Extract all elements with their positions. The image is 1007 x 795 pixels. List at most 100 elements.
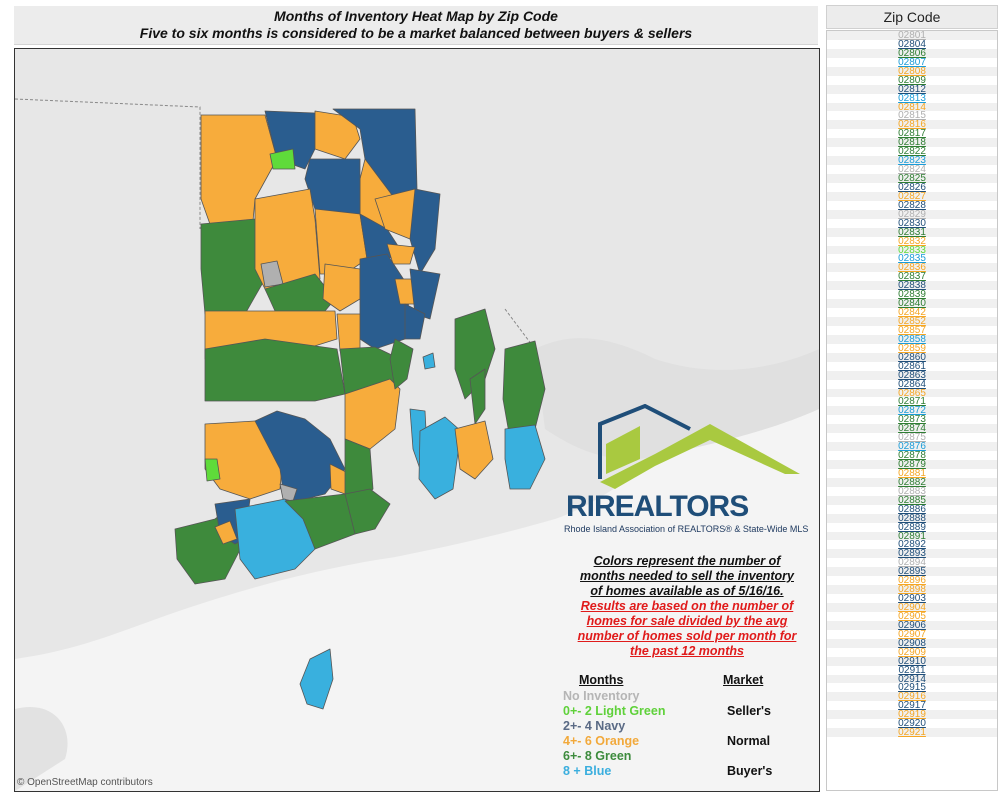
zip-code-link[interactable]: 02857	[898, 325, 926, 335]
zip-regions	[174, 108, 546, 710]
zip-code-link[interactable]: 02892	[898, 540, 926, 550]
zip-heat-map[interactable]: RIREALTORS Rhode Island Association of R…	[14, 48, 820, 792]
zip-code-link[interactable]: 02832	[898, 236, 926, 246]
legend-row-orange: 4+- 6 Orange	[563, 734, 640, 748]
map-explanation-note: Colors represent the number of months ne…	[561, 554, 813, 659]
zip-code-link[interactable]: 02815	[898, 111, 926, 121]
zip-code-link[interactable]: 02806	[827, 48, 997, 58]
zip-code-link[interactable]: 02858	[827, 334, 997, 344]
zip-code-link[interactable]: 02896	[898, 576, 926, 586]
zip-code-link[interactable]: 02817	[898, 129, 926, 139]
zip-code-link[interactable]: 02903	[898, 594, 926, 603]
zip-code-link[interactable]: 02874	[827, 424, 997, 434]
legend-market-sellers: Seller's	[727, 704, 771, 718]
zip-code-link[interactable]: 02919	[827, 710, 997, 720]
brand-tagline: Rhode Island Association of REALTORS® & …	[564, 524, 809, 534]
zip-code-link[interactable]: 02840	[827, 299, 997, 309]
zip-code-link[interactable]: 02886	[898, 504, 926, 514]
zip-code-link[interactable]: 02827	[827, 191, 997, 201]
legend-market-buyers: Buyer's	[727, 764, 773, 778]
zip-code-link[interactable]: 02882	[827, 477, 997, 487]
zip-code-link[interactable]: 02888	[827, 513, 997, 523]
legend-row-no-inventory: No Inventory	[563, 689, 640, 703]
zip-code-link[interactable]: 02842	[898, 308, 926, 317]
zip-code-link[interactable]: 02836	[827, 263, 997, 273]
zip-code-link[interactable]: 02860	[827, 352, 997, 362]
zip-code-link[interactable]: 02808	[827, 66, 997, 76]
zip-code-link[interactable]: 02814	[827, 102, 997, 112]
zip-code-link[interactable]: 02920	[898, 719, 926, 729]
zip-code-link[interactable]: 02839	[898, 290, 926, 300]
zip-code-link[interactable]: 02873	[898, 415, 926, 425]
zip-code-link[interactable]: 02830	[898, 218, 926, 228]
zip-code-link[interactable]: 02883	[898, 486, 926, 496]
zip-code-link[interactable]: 02885	[827, 495, 997, 505]
zip-code-link[interactable]: 02807	[898, 57, 926, 67]
zip-code-link[interactable]: 02879	[827, 460, 997, 469]
zip-code-link[interactable]: 02864	[898, 379, 926, 389]
zip-code-link[interactable]: 02889	[898, 522, 926, 532]
zip-code-link[interactable]: 02898	[827, 585, 997, 595]
zip-code-link[interactable]: 02826	[898, 182, 926, 192]
legend-market-normal: Normal	[727, 734, 771, 748]
zip-code-link[interactable]: 02824	[898, 165, 926, 174]
zip-code-link[interactable]: 02835	[898, 254, 926, 264]
zip-code-link[interactable]: 02893	[827, 549, 997, 559]
zip-code-link[interactable]: 02894	[898, 558, 926, 568]
zip-code-link[interactable]: 02895	[827, 567, 997, 577]
zip-code-link[interactable]: 02852	[827, 317, 997, 326]
zip-code-link[interactable]: 02875	[898, 433, 926, 443]
zip-code-link[interactable]: 02878	[898, 451, 926, 460]
zip-code-link[interactable]: 02813	[898, 93, 926, 103]
zip-code-link[interactable]: 02906	[827, 620, 997, 630]
zip-code-link[interactable]: 02871	[898, 397, 926, 407]
zip-code-link[interactable]: 02825	[827, 174, 997, 183]
zip-code-link[interactable]: 02859	[898, 343, 926, 353]
zip-code-link[interactable]: 02911	[898, 665, 926, 675]
zip-code-link[interactable]: 02915	[898, 683, 926, 693]
zip-code-link[interactable]: 02872	[827, 406, 997, 416]
zip-code-link[interactable]: 02921	[827, 728, 997, 738]
zip-code-link[interactable]: 02914	[827, 674, 997, 684]
zip-code-link[interactable]: 02828	[898, 200, 926, 210]
zip-code-link[interactable]: 02809	[898, 75, 926, 85]
map-canvas	[15, 49, 819, 791]
zip-code-link[interactable]: 02837	[898, 272, 926, 282]
zip-code-link[interactable]: 02891	[827, 531, 997, 541]
note-line-3: of homes available as of 5/16/16.	[590, 584, 784, 598]
zip-code-link[interactable]: 02865	[827, 388, 997, 398]
brand-wordmark: RIREALTORS	[566, 490, 749, 523]
zip-code-link[interactable]: 02822	[898, 147, 926, 157]
zip-code-link[interactable]: 02812	[827, 84, 997, 94]
note-red-line-1: Results are based on the number of	[580, 599, 794, 613]
zip-code-link[interactable]: 02801	[827, 31, 997, 40]
zip-code-link[interactable]: 02833	[827, 245, 997, 255]
zip-code-link[interactable]: 02910	[827, 656, 997, 666]
zip-code-link[interactable]: 02863	[827, 370, 997, 380]
zip-code-link[interactable]: 02905	[898, 611, 926, 621]
zip-panel-title: Zip Code	[826, 5, 998, 29]
zip-code-link[interactable]: 02908	[827, 638, 997, 648]
zip-code-link[interactable]: 02907	[898, 629, 926, 639]
zip-code-link[interactable]: 02838	[827, 281, 997, 291]
note-line-1: Colors represent the number of	[593, 554, 781, 568]
zip-code-link[interactable]: 02816	[827, 120, 997, 130]
zip-code-link[interactable]: 02829	[827, 209, 997, 219]
zip-code-link[interactable]: 02909	[898, 647, 926, 657]
zip-code-link[interactable]: 02831	[827, 227, 997, 237]
zip-code-link[interactable]: 02861	[898, 361, 926, 371]
zip-code-link[interactable]: 02881	[898, 468, 926, 478]
legend-row-light-green: 0+- 2 Light Green	[563, 704, 666, 718]
realtors-logo: RIREALTORS Rhode Island Association of R…	[560, 403, 810, 534]
zip-code-link[interactable]: 02823	[827, 156, 997, 166]
zip-code-link[interactable]: 02917	[898, 701, 926, 711]
note-red-line-2: homes for sale divided by the avg	[586, 614, 788, 628]
zip-code-link[interactable]: 02804	[898, 39, 926, 49]
zip-code-list[interactable]: 02801 02804 02806 02807 02808 02809 02812 02813…	[826, 30, 998, 791]
map-title: Months of Inventory Heat Map by Zip Code	[274, 8, 558, 24]
zip-code-link[interactable]: 02916	[827, 692, 997, 702]
zip-code-link[interactable]: 02818	[827, 138, 997, 148]
map-credit: © OpenStreetMap contributors	[17, 777, 153, 788]
zip-code-link[interactable]: 02876	[827, 442, 997, 452]
zip-code-link[interactable]: 02904	[827, 603, 997, 612]
